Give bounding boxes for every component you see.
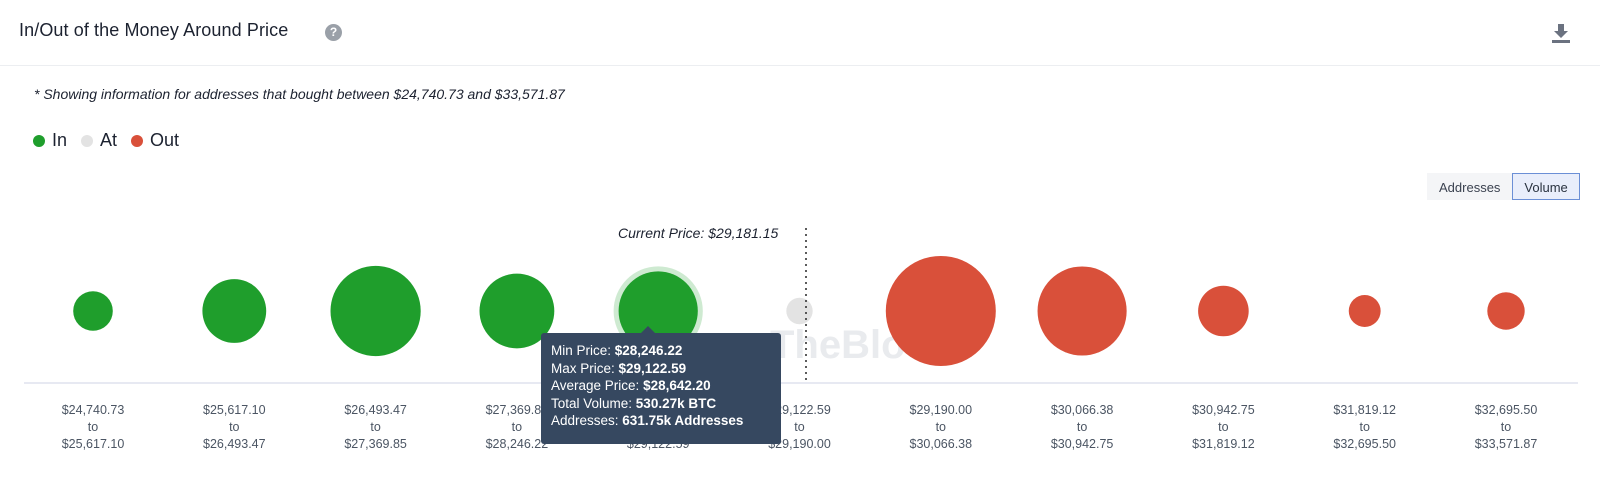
legend-item-out[interactable]: Out [131,130,179,151]
x-tick-label: to [1218,420,1228,434]
legend-dot-at [81,134,94,147]
x-axis-labels: $24,740.73 to $25,617.10 $25,617.10 to $26,49… [62,403,1538,451]
x-tick-label: to [88,420,98,434]
x-tick-label: to [229,420,239,434]
bubble-in[interactable] [330,265,421,357]
metric-toggle: Addresses Volume [1427,173,1580,200]
bubble-at[interactable] [786,297,813,325]
x-tick-label: to [936,420,946,434]
chart-legend: In At Out [33,130,193,151]
tooltip-total-volume: Total Volume: 530.27k BTC [551,395,717,411]
legend-dot-in [33,134,45,147]
x-tick-label: to [512,420,522,434]
x-tick-label: $30,066.38 [910,437,973,451]
range-note: * Showing information for addresses that… [34,86,565,102]
x-tick-label: $29,190.00 [910,403,973,417]
tooltip-addresses: Addresses: 631.75k Addresses [551,413,744,428]
x-tick-label: $29,190.00 [768,437,831,451]
x-tick-label: $32,695.50 [1333,437,1396,451]
x-tick-label: to [1359,420,1369,434]
x-tick-label: $26,493.47 [203,437,266,451]
x-tick-label: $27,369.85 [344,437,407,451]
bubble-out[interactable] [1487,292,1525,330]
x-tick-label: $31,819.12 [1192,437,1255,451]
bubble-out[interactable] [1198,285,1249,337]
x-tick-label: $24,740.73 [62,403,125,417]
tooltip-min-price: Min Price: $28,246.22 [551,343,683,358]
tooltip-avg-price: Average Price: $28,642.20 [551,378,711,393]
x-tick-label: $30,942.75 [1051,437,1114,451]
x-tick-label: $30,942.75 [1192,403,1255,417]
x-tick-label: to [1501,420,1511,434]
bubble-out[interactable] [885,256,996,366]
bubble-chart: TheBlock Current Price: $29,181.15 $24,7… [24,225,1578,451]
x-tick-label: $27,369.85 [486,403,549,417]
legend-dot-out [131,134,144,147]
bubble-out[interactable] [1037,266,1127,356]
tooltip-max-price: Max Price: $29,122.59 [551,360,687,376]
x-tick-label: $30,066.38 [1051,403,1114,417]
x-tick-label: to [370,420,380,434]
tooltip-caret [641,326,655,333]
bubble-in[interactable] [202,279,267,343]
x-tick-label: $33,571.87 [1475,437,1538,451]
bubble-tooltip: Min Price: $28,246.22 Max Price: $29,122… [541,326,781,444]
legend-item-at[interactable]: At [81,130,117,151]
toggle-volume-button[interactable]: Volume [1512,173,1580,200]
toggle-addresses-button[interactable]: Addresses [1427,173,1513,200]
legend-label-out: Out [150,130,180,150]
x-tick-label: $28,246.22 [486,437,549,451]
legend-item-in[interactable]: In [33,130,67,151]
question-circle-icon[interactable]: ? [325,24,342,41]
bubble-out[interactable] [1348,295,1381,327]
bubble-in[interactable] [73,291,113,331]
bubble-in[interactable] [479,273,555,349]
x-tick-label: to [794,420,804,434]
chart-header: In/Out of the Money Around Price ? [0,0,1600,66]
x-tick-label: $25,617.10 [62,437,125,451]
legend-label-at: At [100,130,118,150]
legend-label-in: In [52,130,68,150]
x-tick-label: $29,122.59 [768,403,831,417]
bubble-in[interactable] [618,271,698,351]
x-tick-label: $26,493.47 [344,403,407,417]
x-tick-label: to [1077,420,1087,434]
page-title: In/Out of the Money Around Price [19,20,289,40]
current-price-label: Current Price: $29,181.15 [618,225,779,241]
x-tick-label: $32,695.50 [1475,403,1538,417]
x-tick-label: $31,819.12 [1333,403,1396,417]
x-tick-label: $25,617.10 [203,403,266,417]
download-icon[interactable] [1550,22,1572,44]
